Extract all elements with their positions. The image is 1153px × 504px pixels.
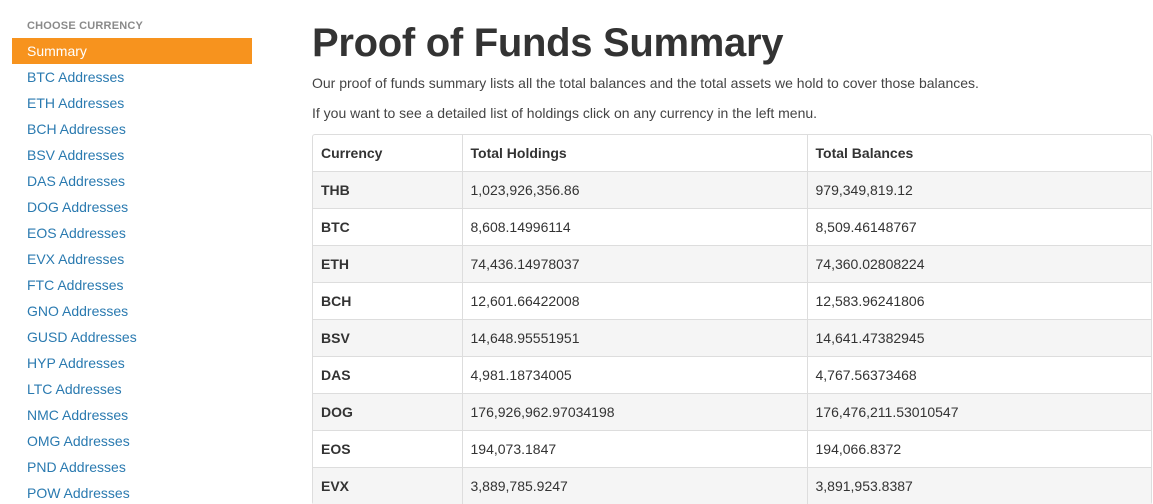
table-header-row: Currency Total Holdings Total Balances (313, 135, 1151, 172)
sidebar-item-dog-addresses[interactable]: DOG Addresses (27, 199, 129, 215)
funds-summary-table: Currency Total Holdings Total Balances T… (313, 135, 1151, 504)
total-holdings-cell: 194,073.1847 (461, 430, 807, 468)
sidebar-item-ftc-addresses[interactable]: FTC Addresses (27, 277, 124, 293)
total-holdings-cell: 4,981.18734005 (461, 356, 807, 394)
total-holdings-cell: 3,889,785.9247 (461, 467, 807, 504)
sidebar-item-pow-addresses[interactable]: POW Addresses (27, 485, 130, 501)
currency-cell: DOG (313, 393, 462, 431)
total-balances-cell: 12,583.96241806 (806, 282, 1151, 320)
table-row: BCH 12,601.66422008 12,583.96241806 (313, 282, 1151, 320)
sidebar-item-gno-addresses[interactable]: GNO Addresses (27, 303, 129, 319)
total-balances-cell: 4,767.56373468 (806, 356, 1151, 394)
currency-cell: ETH (313, 245, 462, 283)
total-balances-cell: 176,476,211.53010547 (806, 393, 1151, 431)
currency-sidebar: CHOOSE CURRENCY Summary BTC Addresses ETH … (12, 18, 252, 504)
currency-cell: BSV (313, 319, 462, 357)
total-balances-cell: 8,509.46148767 (806, 208, 1151, 246)
main-content: Proof of Funds Summary Our proof of fund… (312, 20, 1152, 504)
total-holdings-cell: 14,648.95551951 (461, 319, 807, 357)
table-row: EVX 3,889,785.9247 3,891,953.8387 (313, 467, 1151, 504)
table-row: DAS 4,981.18734005 4,767.56373468 (313, 356, 1151, 394)
sidebar-item-ltc-addresses[interactable]: LTC Addresses (27, 381, 122, 397)
table-row: THB 1,023,926,356.86 979,349,819.12 (313, 171, 1151, 209)
total-balances-cell: 979,349,819.12 (806, 171, 1151, 209)
table-row: DOG 176,926,962.97034198 176,476,211.53010… (313, 393, 1151, 431)
sidebar-item-bsv-addresses[interactable]: BSV Addresses (27, 147, 125, 163)
total-holdings-cell: 1,023,926,356.86 (461, 171, 807, 209)
sidebar-item-pnd-addresses[interactable]: PND Addresses (27, 459, 126, 475)
funds-table-container: Currency Total Holdings Total Balances T… (312, 134, 1152, 504)
sidebar-item-summary[interactable]: Summary (12, 38, 252, 64)
total-balances-cell: 74,360.02808224 (806, 245, 1151, 283)
sidebar-item-eth-addresses[interactable]: ETH Addresses (27, 95, 125, 111)
currency-menu: Summary BTC Addresses ETH Addresses BCH Add… (12, 38, 252, 504)
column-header-total-balances: Total Balances (806, 135, 1151, 172)
sidebar-item-omg-addresses[interactable]: OMG Addresses (27, 433, 130, 449)
table-row: BTC 8,608.14996114 8,509.46148767 (313, 208, 1151, 246)
sidebar-item-eos-addresses[interactable]: EOS Addresses (27, 225, 126, 241)
page-title: Proof of Funds Summary (312, 21, 784, 65)
currency-cell: EOS (313, 430, 462, 468)
sidebar-item-btc-addresses[interactable]: BTC Addresses (27, 69, 125, 85)
currency-cell: DAS (313, 356, 462, 394)
sidebar-item-evx-addresses[interactable]: EVX Addresses (27, 251, 125, 267)
total-holdings-cell: 8,608.14996114 (461, 208, 807, 246)
currency-cell: BTC (313, 208, 462, 246)
column-header-currency: Currency (321, 145, 383, 161)
total-holdings-cell: 74,436.14978037 (461, 245, 807, 283)
instructions-text: If you want to see a detailed list of ho… (312, 105, 818, 121)
currency-cell: BCH (313, 282, 462, 320)
sidebar-item-bch-addresses[interactable]: BCH Addresses (27, 121, 126, 137)
sidebar-heading: CHOOSE CURRENCY (27, 20, 144, 32)
currency-cell: THB (313, 171, 462, 209)
table-row: EOS 194,073.1847 194,066.8372 (313, 430, 1151, 468)
column-header-total-holdings: Total Holdings (461, 135, 807, 172)
sidebar-item-das-addresses[interactable]: DAS Addresses (27, 173, 126, 189)
total-balances-cell: 194,066.8372 (806, 430, 1151, 468)
currency-cell: EVX (313, 467, 462, 504)
intro-text: Our proof of funds summary lists all the… (312, 75, 979, 91)
sidebar-item-hyp-addresses[interactable]: HYP Addresses (27, 355, 125, 371)
total-holdings-cell: 12,601.66422008 (461, 282, 807, 320)
total-balances-cell: 3,891,953.8387 (806, 467, 1151, 504)
table-body: THB 1,023,926,356.86 979,349,819.12 BTC 8,60… (313, 171, 1151, 504)
table-row: ETH 74,436.14978037 74,360.02808224 (313, 245, 1151, 283)
total-balances-cell: 14,641.47382945 (806, 319, 1151, 357)
sidebar-item-gusd-addresses[interactable]: GUSD Addresses (27, 329, 137, 345)
table-row: BSV 14,648.95551951 14,641.47382945 (313, 319, 1151, 357)
total-holdings-cell: 176,926,962.97034198 (461, 393, 807, 431)
sidebar-item-nmc-addresses[interactable]: NMC Addresses (27, 407, 129, 423)
